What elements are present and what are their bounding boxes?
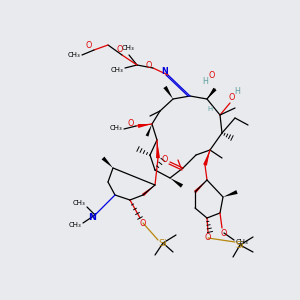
Polygon shape xyxy=(142,185,155,196)
Text: CH₃: CH₃ xyxy=(73,200,85,206)
Polygon shape xyxy=(203,150,210,166)
Text: N: N xyxy=(88,214,96,223)
Polygon shape xyxy=(146,124,152,136)
Text: Si: Si xyxy=(159,238,167,247)
Text: O: O xyxy=(221,229,227,238)
Text: O: O xyxy=(162,154,168,164)
Polygon shape xyxy=(163,86,173,99)
Text: CH₃: CH₃ xyxy=(68,52,80,58)
Text: H: H xyxy=(202,77,208,86)
Polygon shape xyxy=(194,180,207,193)
Text: N: N xyxy=(162,67,168,76)
Text: O: O xyxy=(86,41,92,50)
Polygon shape xyxy=(156,140,160,158)
Text: Si: Si xyxy=(236,241,244,250)
Text: O: O xyxy=(209,70,215,80)
Polygon shape xyxy=(170,178,183,188)
Text: O: O xyxy=(140,218,146,227)
Text: CH₃: CH₃ xyxy=(69,222,81,228)
Text: H: H xyxy=(234,88,240,97)
Polygon shape xyxy=(207,88,217,99)
Text: CH₃: CH₃ xyxy=(236,239,248,245)
Text: O: O xyxy=(117,46,123,55)
Text: O: O xyxy=(128,118,134,127)
Text: H: H xyxy=(207,106,213,112)
Text: CH₃: CH₃ xyxy=(110,125,122,131)
Polygon shape xyxy=(223,190,238,197)
Polygon shape xyxy=(102,157,113,168)
Text: O: O xyxy=(146,61,152,70)
Text: O: O xyxy=(229,94,235,103)
Text: CH₃: CH₃ xyxy=(111,67,123,73)
Polygon shape xyxy=(138,124,152,128)
Text: CH₃: CH₃ xyxy=(122,45,134,51)
Text: O: O xyxy=(205,233,211,242)
